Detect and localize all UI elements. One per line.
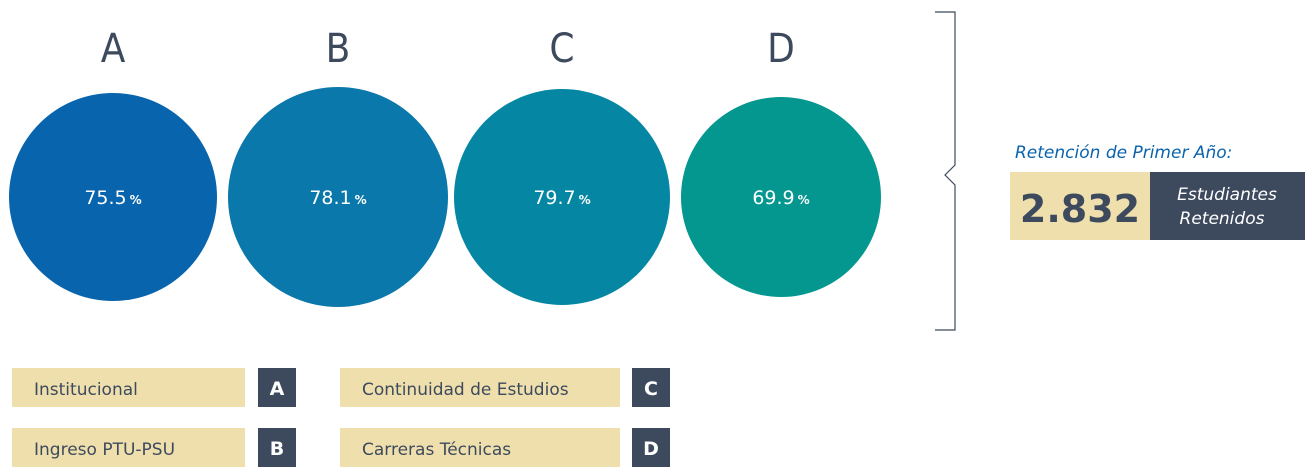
legend-name: Ingreso PTU-PSU (34, 440, 175, 460)
value: 75.5 (84, 187, 126, 209)
value: 79.7 (533, 187, 575, 209)
percentage: 79.7% (533, 187, 590, 209)
bracket (935, 11, 956, 331)
group-letter: B (326, 26, 351, 72)
summary-number-box (1010, 172, 1150, 240)
legend-letter: A (270, 378, 285, 400)
legend-letter-box (632, 368, 670, 407)
percentage: 69.9% (752, 187, 809, 209)
summary-label-box (1150, 172, 1305, 240)
legend-box (12, 428, 245, 467)
legend-letter: C (644, 378, 658, 400)
percentage: 78.1% (309, 187, 366, 209)
group-letter: D (767, 26, 795, 72)
circle (454, 89, 670, 305)
summary-title: Retención de Primer Año: (1015, 143, 1232, 163)
summary-number: 2.832 (1020, 187, 1140, 231)
unit: % (355, 193, 367, 207)
circle (9, 93, 217, 301)
legend-letter: B (270, 438, 284, 460)
unit: % (130, 193, 142, 207)
group-letter: C (549, 26, 574, 72)
legend-letter-box (258, 428, 296, 467)
circle (228, 87, 448, 307)
legend-letter-box (258, 368, 296, 407)
legend-letter: D (643, 438, 659, 460)
value: 78.1 (309, 187, 351, 209)
legend-box (12, 368, 245, 407)
summary-label: Retenidos (1180, 209, 1265, 229)
legend-letter-box (632, 428, 670, 467)
legend-box (340, 368, 620, 407)
value: 69.9 (752, 187, 794, 209)
unit: % (579, 193, 591, 207)
unit: % (798, 193, 810, 207)
group-letter: A (101, 26, 126, 72)
legend-name: Carreras Técnicas (362, 440, 511, 460)
circle (681, 97, 881, 297)
legend-name: Continuidad de Estudios (362, 380, 569, 400)
legend-name: Institucional (34, 380, 138, 400)
legend-box (340, 428, 620, 467)
percentage: 75.5% (84, 187, 141, 209)
summary-label: Estudiantes (1177, 185, 1277, 205)
